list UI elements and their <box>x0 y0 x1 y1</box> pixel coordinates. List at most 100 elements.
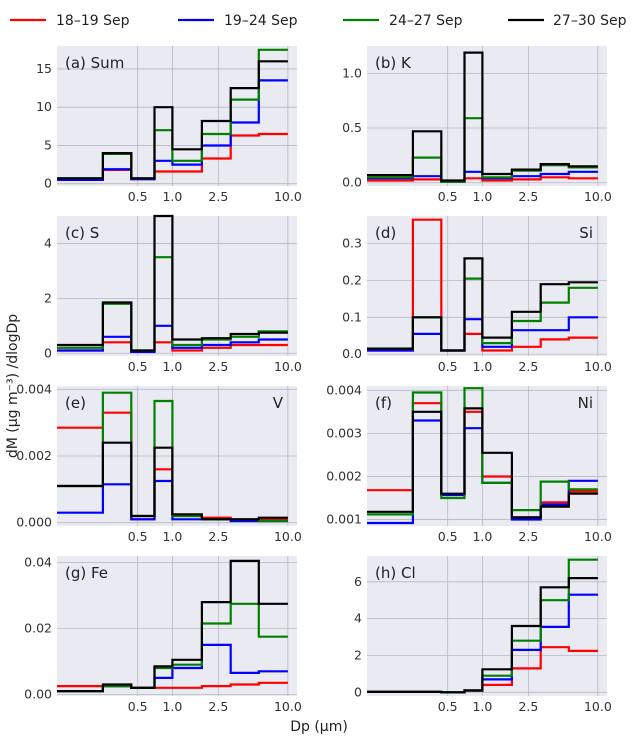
y-tick-label: 0.00 <box>24 686 52 701</box>
x-tick-label: 0.5 <box>438 529 458 544</box>
y-tick-label: 0.001 <box>326 512 362 527</box>
x-tick-label: 2.5 <box>518 359 538 374</box>
y-tick-label: 0.004 <box>16 381 52 396</box>
series-line-4 <box>57 60 288 180</box>
y-tick-label: 0.002 <box>326 468 362 483</box>
x-tick-label: 10.0 <box>274 189 302 204</box>
y-tick-label: 0.5 <box>342 120 362 135</box>
panel-4: 0.5 1.0 2.5 10.0 0.0 0.1 0.2 0.3 (d) Si <box>342 216 612 374</box>
panel-2: 0.5 1.0 2.5 10.0 0.0 0.5 1.0 (b) K <box>342 46 612 204</box>
panel-label: (f) <box>375 394 392 412</box>
y-tick-label: 0.000 <box>16 515 52 530</box>
panel-label: (h) Cl <box>375 564 416 582</box>
x-tick-label: 10.0 <box>584 189 612 204</box>
x-tick-label: 0.5 <box>128 189 148 204</box>
panel-label: (b) K <box>375 54 412 72</box>
panel-7: 0.5 1.0 2.5 10.0 0.00 0.02 0.04 (g) Fe <box>24 555 302 714</box>
y-tick-label: 0 <box>354 684 362 699</box>
series-line-4 <box>57 559 288 693</box>
x-tick-label: 10.0 <box>584 529 612 544</box>
series-line-4 <box>367 577 598 694</box>
legend-label-1: 18–19 Sep <box>56 13 130 29</box>
legend-label-3: 24–27 Sep <box>389 13 463 29</box>
y-tick-label: 0.1 <box>342 309 362 324</box>
y-tick-label: 15 <box>36 61 52 76</box>
x-tick-label: 2.5 <box>208 699 228 714</box>
y-tick-label: 6 <box>354 574 362 589</box>
y-tick-label: 0.3 <box>342 236 362 251</box>
panel-element-label: Si <box>579 224 593 242</box>
y-tick-label: 4 <box>44 235 52 250</box>
x-tick-label: 0.5 <box>128 529 148 544</box>
x-tick-label: 2.5 <box>208 529 228 544</box>
y-tick-label: 0.2 <box>342 272 362 287</box>
x-tick-label: 0.5 <box>438 189 458 204</box>
x-axis-label: Dp (μm) <box>290 719 348 735</box>
panel-element-label: Ni <box>578 394 593 412</box>
legend-label-4: 27–30 Sep <box>553 13 627 29</box>
x-tick-label: 1.0 <box>162 359 182 374</box>
series-line-4 <box>57 214 288 352</box>
panel-8: 0.5 1.0 2.5 10.0 0 2 4 6 (h) Cl <box>354 556 612 714</box>
x-tick-label: 2.5 <box>518 189 538 204</box>
x-tick-label: 0.5 <box>128 699 148 714</box>
x-tick-label: 1.0 <box>162 529 182 544</box>
panel-label: (e) <box>65 394 86 412</box>
panel-label: (a) Sum <box>65 54 124 72</box>
x-tick-label: 10.0 <box>274 529 302 544</box>
x-tick-label: 2.5 <box>518 699 538 714</box>
y-tick-label: 0.04 <box>24 555 52 570</box>
y-tick-label: 2 <box>354 647 362 662</box>
x-tick-label: 10.0 <box>584 699 612 714</box>
panel-element-label: V <box>273 394 284 412</box>
y-axis-label: dM (μg m⁻³) /dlogDp <box>5 314 21 458</box>
x-tick-label: 0.5 <box>128 359 148 374</box>
x-tick-label: 10.0 <box>274 699 302 714</box>
x-tick-label: 1.0 <box>472 359 492 374</box>
panel-label: (c) S <box>65 224 99 242</box>
panel-background <box>57 216 297 356</box>
x-tick-label: 2.5 <box>208 189 228 204</box>
x-tick-label: 1.0 <box>472 529 492 544</box>
x-tick-label: 2.5 <box>518 529 538 544</box>
x-tick-label: 0.5 <box>438 359 458 374</box>
panel-background <box>367 216 607 356</box>
y-tick-label: 0.003 <box>326 425 362 440</box>
panel-5: 0.5 1.0 2.5 10.0 0.000 0.002 0.004 (e) V <box>16 381 302 544</box>
x-tick-label: 0.5 <box>438 699 458 714</box>
legend-label-2: 19–24 Sep <box>224 13 298 29</box>
x-tick-label: 1.0 <box>472 699 492 714</box>
series-line-2 <box>57 479 288 523</box>
panel-label: (d) <box>375 224 396 242</box>
panel-3: 0.5 1.0 2.5 10.0 0 2 4 (c) S <box>44 214 302 374</box>
y-tick-label: 4 <box>354 611 362 626</box>
x-tick-label: 1.0 <box>162 189 182 204</box>
y-tick-label: 0 <box>44 176 52 191</box>
y-tick-label: 1.0 <box>342 65 362 80</box>
y-tick-label: 5 <box>44 137 52 152</box>
y-tick-label: 10 <box>36 99 52 114</box>
series-line-4 <box>367 257 598 352</box>
series-line-4 <box>57 441 288 521</box>
y-tick-label: 0.004 <box>326 382 362 397</box>
panel-1: 0.5 1.0 2.5 10.0 0 5 10 15 (a) Sum <box>36 46 302 204</box>
y-tick-label: 0 <box>44 345 52 360</box>
series-line-4 <box>367 407 598 519</box>
y-tick-label: 0.02 <box>24 620 52 635</box>
series-line-2 <box>57 79 288 181</box>
y-tick-label: 0.0 <box>342 346 362 361</box>
x-tick-label: 2.5 <box>208 359 228 374</box>
series-line-4 <box>367 51 598 182</box>
panel-background <box>367 46 607 186</box>
panel-label: (g) Fe <box>65 564 108 582</box>
y-tick-label: 2 <box>44 290 52 305</box>
y-tick-label: 0.002 <box>16 448 52 463</box>
y-tick-label: 0.0 <box>342 175 362 190</box>
panel-background <box>367 386 607 526</box>
x-tick-label: 1.0 <box>162 699 182 714</box>
x-tick-label: 10.0 <box>584 359 612 374</box>
x-tick-label: 1.0 <box>472 189 492 204</box>
x-tick-label: 10.0 <box>274 359 302 374</box>
panel-6: 0.5 1.0 2.5 10.0 0.001 0.002 0.003 0.004 (f) Ni <box>326 382 612 544</box>
